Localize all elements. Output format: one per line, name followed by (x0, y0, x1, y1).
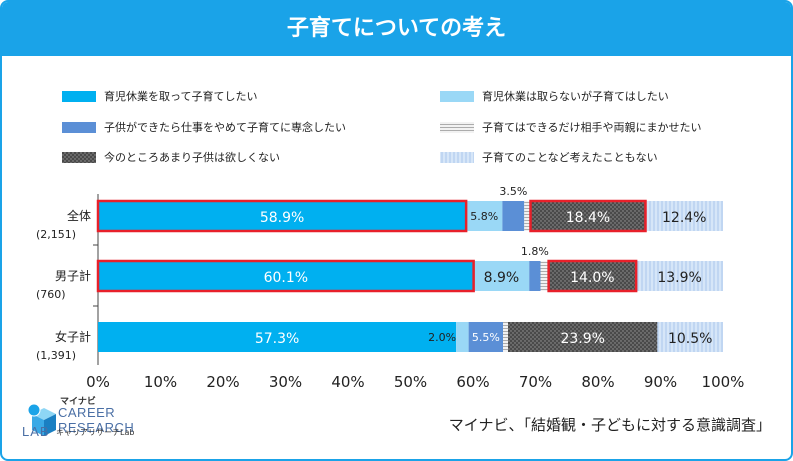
bar-segment (456, 322, 469, 352)
highlight-box (96, 259, 475, 293)
data-label: 58.9% (260, 210, 304, 226)
data-label: 14.0% (570, 270, 614, 286)
x-tick-label: 90% (644, 373, 677, 391)
legend-swatch (62, 122, 96, 133)
plot-area: 全体 (2,151) 58.9% 5.8%3.5% 18.4% 12.4% 男子計 (760)… (36, 185, 723, 362)
bar-segment (548, 261, 637, 291)
category-count: (1,391) (36, 349, 76, 362)
data-label: 2.0% (428, 331, 456, 344)
bar-segment (540, 261, 549, 291)
data-label: 5.8% (470, 210, 498, 223)
legend: 育児休業を取って子育てしたい 育児休業は取らないが子育てはしたい子供ができたら仕事… (62, 89, 702, 164)
highlight-box (96, 199, 468, 233)
bar-segment (98, 322, 457, 352)
bar-segment (503, 322, 508, 352)
brand-logo: マイナビ CAREER RESEARCH LAB キャリアリサーチLab (18, 396, 188, 450)
legend-item: 子育てはできるだけ相手や両親にまかせたい (440, 120, 702, 134)
legend-label: 育児休業を取って子育てしたい (104, 89, 257, 103)
x-tick-label: 50% (394, 373, 427, 391)
bar-segment (657, 322, 723, 352)
bar-segment (636, 261, 723, 291)
legend-label: 今のところあまり子供は欲しくない (104, 150, 280, 164)
data-label: 10.5% (668, 331, 712, 347)
cube-icon (27, 403, 56, 436)
legend-label: 子育てのことなど考えたこともない (482, 150, 658, 164)
bar-segment (524, 201, 531, 231)
category-label: 全体 (67, 208, 91, 223)
x-tick-label: 80% (581, 373, 614, 391)
data-label: 12.4% (662, 210, 706, 226)
legend-label: 子育てはできるだけ相手や両親にまかせたい (482, 120, 702, 134)
legend-item: 育児休業を取って子育てしたい (62, 89, 257, 103)
data-label: 5.5% (472, 331, 500, 344)
bar-segment (98, 261, 474, 291)
bar-segment (502, 201, 525, 231)
legend-swatch (62, 91, 96, 102)
highlight-box (547, 259, 638, 293)
x-tick-label: 70% (519, 373, 552, 391)
bar-segment (645, 201, 723, 231)
category-label: 女子計 (55, 329, 91, 344)
title-bar: 子育てについての考え (2, 2, 791, 56)
legend-swatch (440, 152, 474, 163)
legend-item: 子供ができたら仕事をやめて子育てに専念したい (62, 120, 346, 134)
bar-segment (529, 261, 541, 291)
legend-label: 子供ができたら仕事をやめて子育てに専念したい (104, 120, 346, 134)
legend-swatch (440, 91, 474, 102)
data-label: 60.1% (264, 270, 308, 286)
career-research-lab-logo (27, 403, 56, 436)
legend-item: 育児休業は取らないが子育てはしたい (440, 89, 669, 103)
bar-segment (530, 201, 646, 231)
legend-swatch (440, 122, 474, 133)
data-label: 57.3% (255, 331, 299, 347)
bar-segment (466, 201, 503, 231)
category-label: 男子計 (55, 268, 91, 283)
data-label: 23.9% (560, 331, 604, 347)
brand-name-line1: CAREER RESEARCH (58, 405, 135, 435)
data-label: 8.9% (484, 270, 520, 286)
data-label: 13.9% (657, 270, 701, 286)
bar-segment (468, 322, 503, 352)
legend-item: 子育てのことなど考えたこともない (440, 150, 658, 164)
data-label: 18.4% (566, 210, 610, 226)
x-tick-label: 20% (206, 373, 239, 391)
legend-swatch (62, 152, 96, 163)
x-tick-label: 100% (702, 373, 745, 391)
chart-title: 子育てについての考え (286, 16, 507, 41)
data-label: 1.8% (521, 245, 549, 258)
brand-name-line2: LAB (22, 424, 50, 439)
x-tick-label: 10% (144, 373, 177, 391)
x-tick-label: 40% (331, 373, 364, 391)
category-count: (760) (36, 288, 66, 301)
x-tick-label: 30% (269, 373, 302, 391)
legend-label: 育児休業は取らないが子育てはしたい (482, 89, 669, 103)
bar-segment (98, 201, 467, 231)
brand-small-label: マイナビ (60, 397, 96, 407)
brand-sub-label: キャリアリサーチLab (56, 428, 135, 437)
x-tick-label: 60% (456, 373, 489, 391)
bar-segment (473, 261, 530, 291)
legend-item: 今のところあまり子供は欲しくない (62, 150, 280, 164)
bar-segment (508, 322, 658, 352)
data-label: 3.5% (499, 185, 527, 198)
highlight-box (529, 199, 647, 233)
x-tick-label: 0% (86, 373, 110, 391)
source-note: マイナビ、「結婚観・子どもに対する意識調査」 (448, 416, 771, 434)
category-count: (2,151) (36, 228, 76, 241)
